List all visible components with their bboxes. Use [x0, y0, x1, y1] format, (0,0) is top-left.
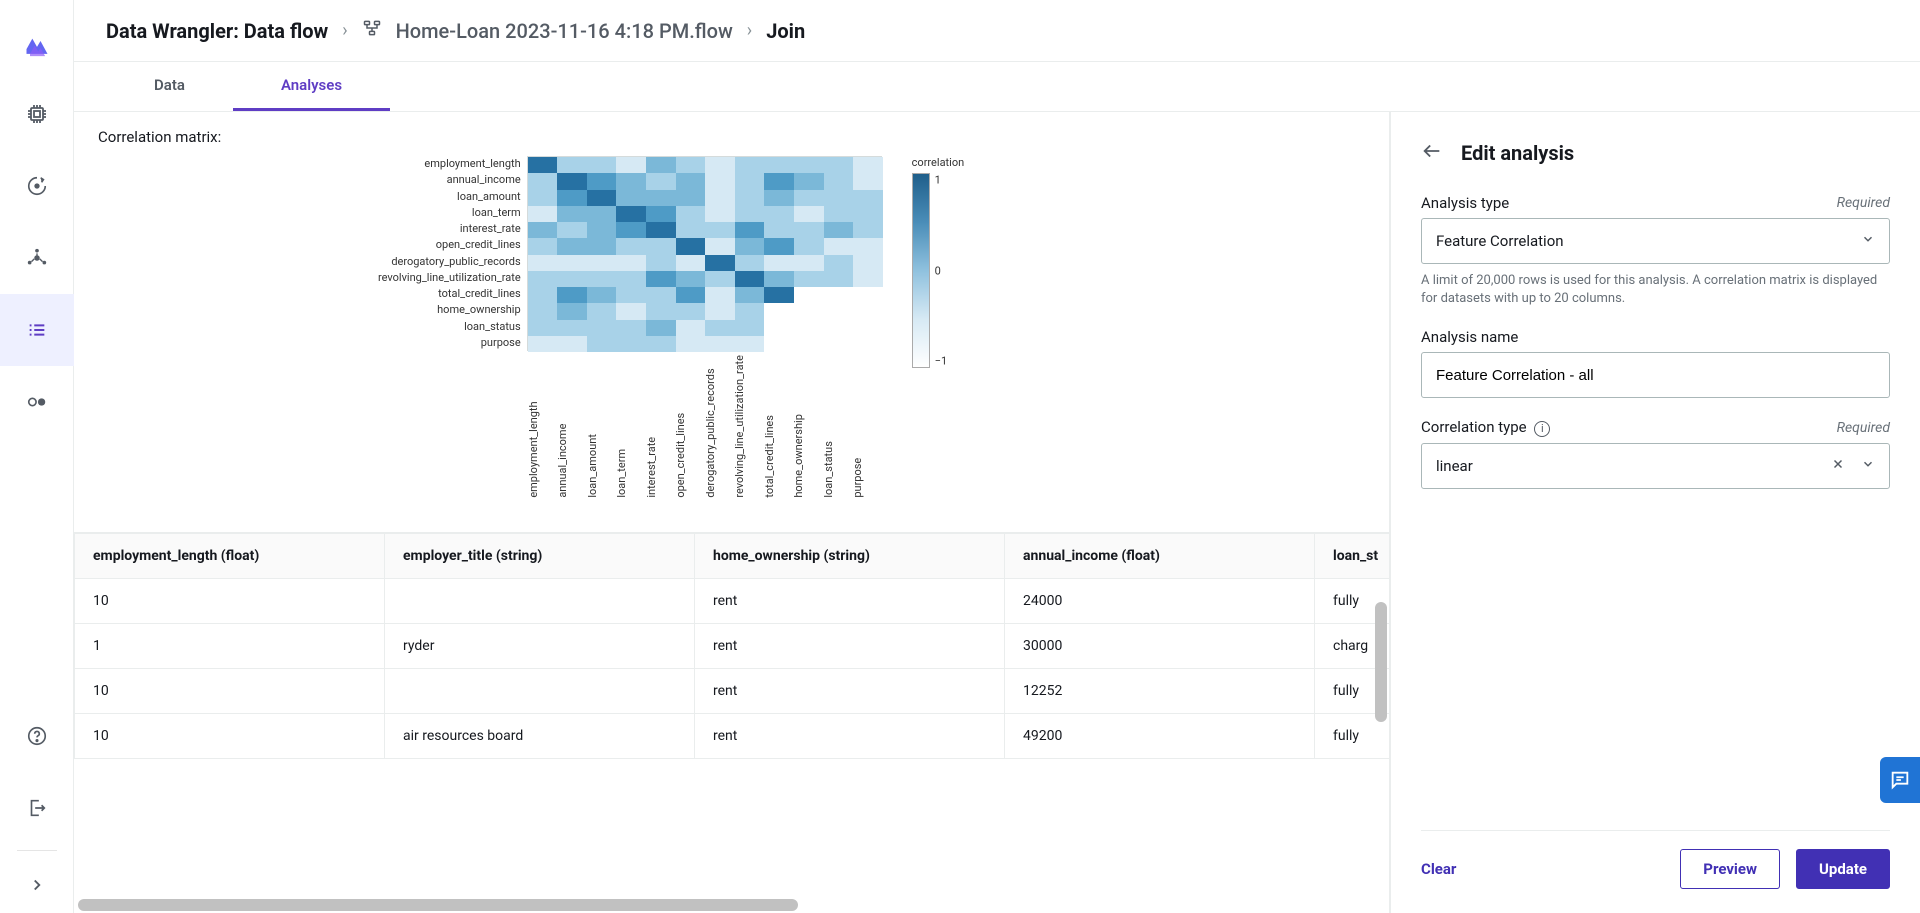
colorbar: 1 0 −1: [912, 173, 930, 368]
table-header[interactable]: annual_income (float): [1005, 533, 1315, 578]
chevron-right-icon: ›: [747, 20, 752, 41]
table-row[interactable]: 10air resources boardrent49200fully: [75, 713, 1390, 758]
preview-button[interactable]: Preview: [1680, 849, 1780, 889]
analysis-type-select[interactable]: Feature Correlation: [1421, 218, 1890, 264]
left-rail: [0, 0, 74, 913]
side-panel: Edit analysis Analysis type Required Fea…: [1390, 112, 1920, 913]
table-row[interactable]: 10rent12252fully: [75, 668, 1390, 713]
chevron-down-icon: [1861, 232, 1875, 250]
breadcrumb-file[interactable]: Home-Loan 2023-11-16 4:18 PM.flow: [396, 19, 733, 43]
data-table: employment_length (float)employer_title …: [74, 532, 1389, 759]
analysis-name-label: Analysis name: [1421, 328, 1518, 346]
rail-graph-icon[interactable]: [0, 222, 74, 294]
chevron-down-icon: [1861, 457, 1875, 475]
horizontal-scrollbar[interactable]: [74, 897, 1389, 913]
rail-list-icon[interactable]: [0, 294, 74, 366]
colorbar-title: correlation: [912, 156, 965, 169]
section-title: Correlation matrix:: [74, 112, 1389, 156]
rail-shapes-icon[interactable]: [0, 366, 74, 438]
table-header[interactable]: employer_title (string): [385, 533, 695, 578]
correlation-type-select[interactable]: linear: [1421, 443, 1890, 489]
rail-compute-icon[interactable]: [0, 78, 74, 150]
flow-file-icon: [362, 18, 382, 43]
tab-analyses[interactable]: Analyses: [233, 62, 390, 111]
heatmap-grid: [527, 156, 882, 351]
analysis-name-input[interactable]: [1421, 352, 1890, 398]
table-row[interactable]: 10rent24000fully: [75, 578, 1390, 623]
breadcrumb: Data Wrangler: Data flow › Home-Loan 202…: [74, 0, 1920, 62]
clear-select-icon[interactable]: [1831, 457, 1845, 475]
required-indicator: Required: [1837, 420, 1890, 436]
table-header[interactable]: home_ownership (string): [695, 533, 1005, 578]
back-arrow-icon[interactable]: [1421, 140, 1443, 166]
rail-exit-icon[interactable]: [0, 772, 74, 844]
analysis-type-label: Analysis type: [1421, 194, 1509, 212]
table-header[interactable]: employment_length (float): [75, 533, 385, 578]
cb-min: −1: [935, 355, 947, 368]
required-indicator: Required: [1837, 195, 1890, 211]
side-panel-title: Edit analysis: [1461, 141, 1574, 165]
table-row[interactable]: 1ryderrent30000charg: [75, 623, 1390, 668]
analysis-type-help: A limit of 20,000 rows is used for this …: [1421, 272, 1890, 308]
tabs: Data Analyses: [74, 62, 1920, 112]
chevron-right-icon: ›: [342, 20, 347, 41]
rail-refresh-icon[interactable]: [0, 150, 74, 222]
vertical-scrollbar[interactable]: [1373, 112, 1389, 913]
tab-data[interactable]: Data: [106, 62, 233, 111]
update-button[interactable]: Update: [1796, 849, 1890, 889]
content-pane: Correlation matrix: employment_lengthann…: [74, 112, 1390, 913]
app-logo-icon[interactable]: [0, 18, 74, 78]
chat-fab-icon[interactable]: [1880, 757, 1920, 803]
rail-expand-icon[interactable]: [0, 857, 74, 913]
info-icon[interactable]: i: [1534, 421, 1550, 437]
rail-help-icon[interactable]: [0, 700, 74, 772]
correlation-heatmap: employment_lengthannual_incomeloan_amoun…: [74, 156, 1389, 532]
correlation-type-label: Correlation type i: [1421, 418, 1550, 437]
breadcrumb-node[interactable]: Join: [766, 19, 805, 43]
clear-button[interactable]: Clear: [1421, 860, 1456, 878]
breadcrumb-root[interactable]: Data Wrangler: Data flow: [106, 19, 328, 43]
